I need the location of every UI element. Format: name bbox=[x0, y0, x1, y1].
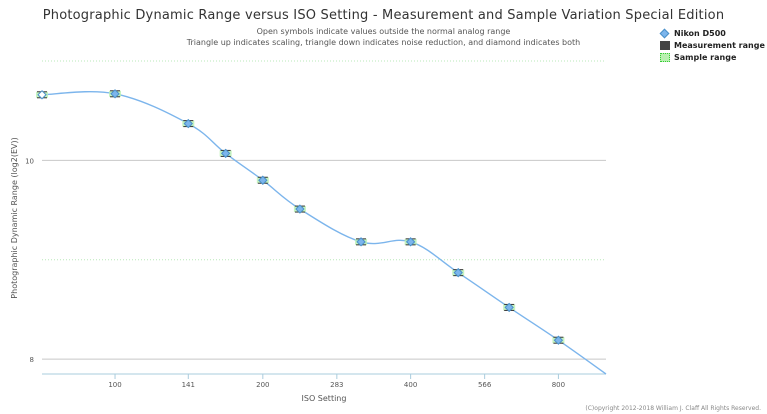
credits: (C)opyright 2012-2018 William J. Claff A… bbox=[585, 405, 761, 412]
x-tick-label: 200 bbox=[256, 381, 269, 389]
x-tick-label: 100 bbox=[108, 381, 121, 389]
x-tick-label: 141 bbox=[182, 381, 195, 389]
data-point-diamond bbox=[356, 237, 366, 247]
chart-subtitle-line-1: Open symbols indicate values outside the… bbox=[256, 27, 511, 36]
data-point-diamond bbox=[110, 89, 120, 99]
data-point-diamond bbox=[183, 118, 193, 129]
x-tick-label: 283 bbox=[330, 381, 343, 389]
chart-title: Photographic Dynamic Range versus ISO Se… bbox=[42, 8, 725, 23]
chart-legend: Nikon D500 Measurement range Sample rang… bbox=[660, 28, 765, 64]
legend-label: Nikon D500 bbox=[674, 29, 726, 38]
series-line bbox=[41, 91, 607, 375]
y-tick-label: 10 bbox=[25, 157, 34, 165]
dark-square-icon bbox=[660, 41, 670, 50]
data-point-diamond bbox=[553, 335, 564, 345]
data-point-diamond bbox=[37, 90, 47, 100]
legend-item-sample-range[interactable]: Sample range bbox=[660, 52, 764, 64]
x-tick-label: 800 bbox=[552, 381, 565, 389]
x-tick-label: 400 bbox=[404, 381, 417, 389]
chart-subtitle-line-2: Triangle up indicates scaling, triangle … bbox=[186, 38, 581, 47]
data-point-diamond bbox=[504, 302, 514, 313]
data-point-diamond bbox=[258, 175, 268, 185]
data-point-diamond bbox=[220, 148, 231, 159]
data-point-diamond bbox=[405, 237, 416, 247]
data-point-diamond bbox=[453, 267, 463, 278]
legend-label: Measurement range bbox=[674, 41, 765, 50]
y-axis-title: Photographic Dynamic Range (log2(EV)) bbox=[10, 137, 19, 298]
y-tick-label: 8 bbox=[30, 356, 34, 364]
green-square-icon bbox=[660, 53, 670, 62]
x-axis-title: ISO Setting bbox=[302, 394, 347, 403]
legend-item-measurement-range[interactable]: Measurement range bbox=[660, 40, 765, 52]
legend-item-nikon-d500[interactable]: Nikon D500 bbox=[660, 28, 764, 40]
legend-label: Sample range bbox=[674, 53, 737, 62]
x-tick-label: 566 bbox=[478, 381, 492, 389]
data-point-diamond bbox=[295, 204, 305, 214]
